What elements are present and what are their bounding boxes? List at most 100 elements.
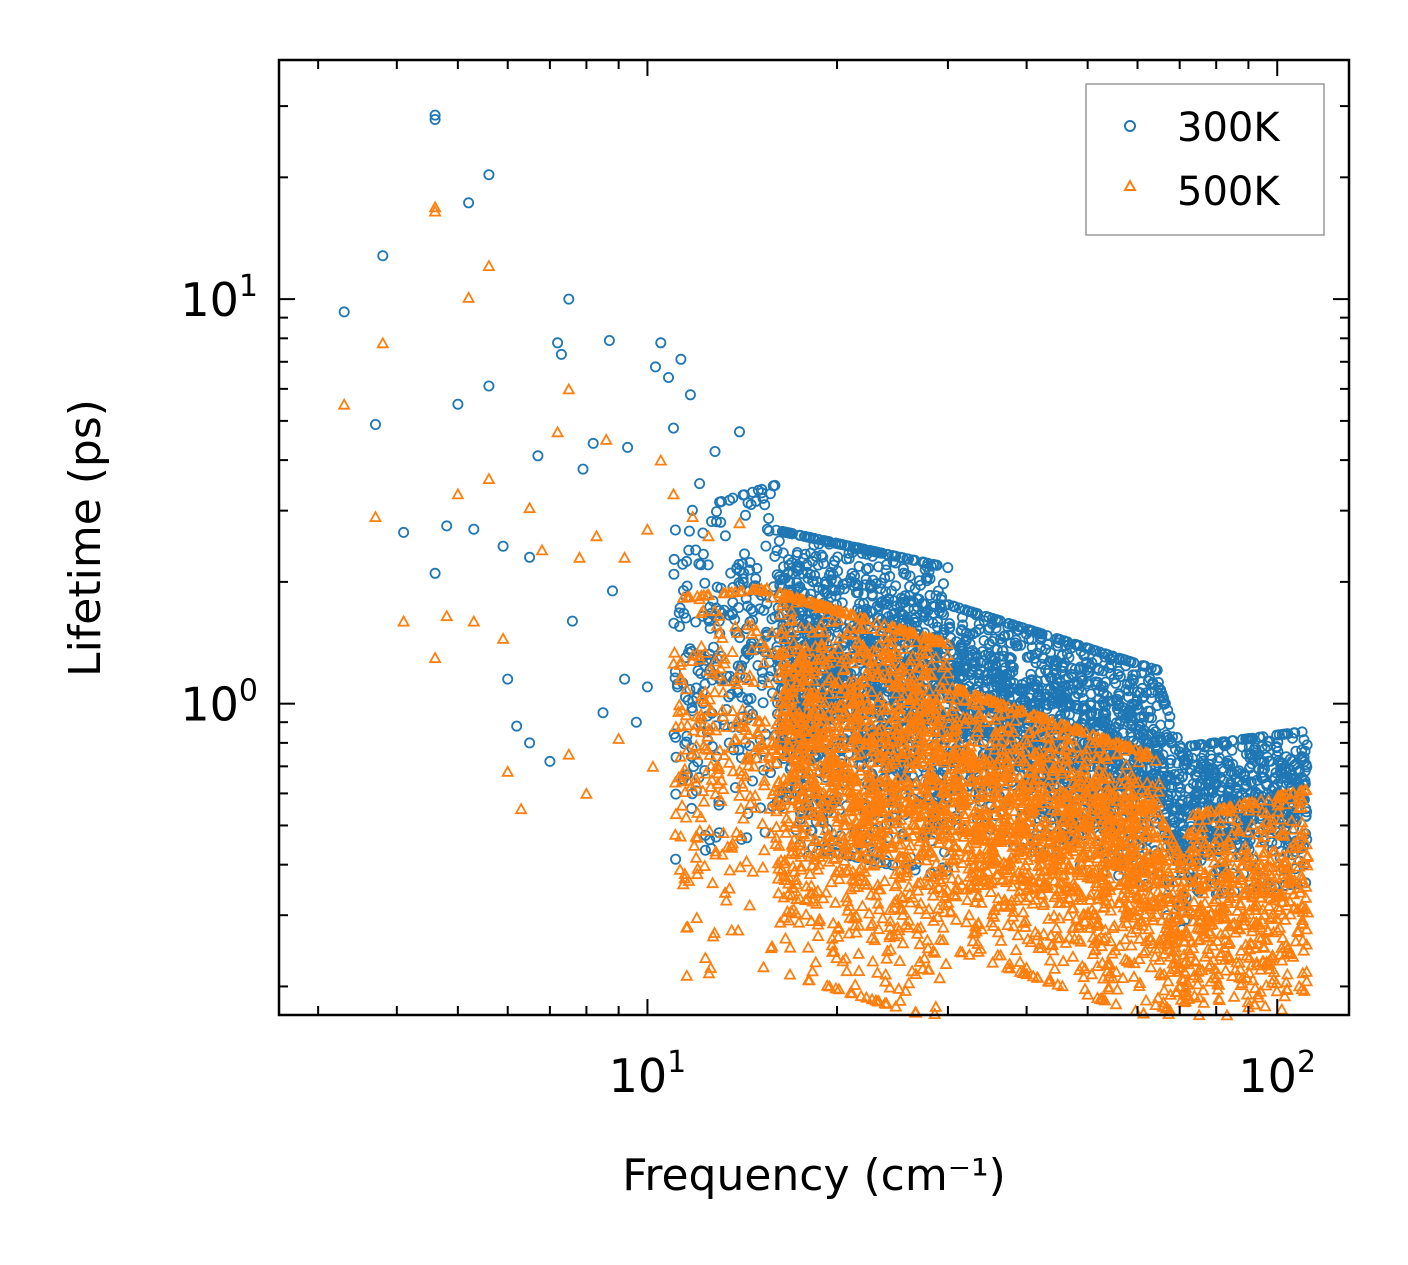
point-500k <box>694 639 708 652</box>
point-300k <box>1113 665 1125 677</box>
point-300k <box>853 560 865 572</box>
point-300k <box>1003 687 1015 699</box>
point-300k <box>934 599 946 611</box>
point-500k <box>690 911 704 923</box>
point-300k <box>1078 710 1090 722</box>
point-300k <box>1120 684 1132 696</box>
point-500k <box>428 651 442 663</box>
point-300k <box>1015 639 1027 651</box>
point-500k <box>680 968 694 981</box>
point-300k <box>463 197 475 209</box>
point-300k <box>805 569 817 581</box>
point-300k <box>990 622 1002 634</box>
point-300k <box>1071 700 1083 712</box>
point-300k <box>813 582 825 594</box>
point-300k <box>1092 676 1104 688</box>
point-300k <box>711 506 723 518</box>
point-300k <box>524 737 536 749</box>
point-500k <box>673 863 687 875</box>
point-300k <box>692 665 704 677</box>
point-300k <box>1087 644 1099 656</box>
point-300k <box>1077 674 1089 686</box>
point-300k <box>771 545 783 557</box>
point-300k <box>1024 624 1036 636</box>
point-300k <box>962 631 974 643</box>
point-300k <box>483 169 495 181</box>
point-300k <box>884 570 896 582</box>
point-300k <box>650 361 662 373</box>
point-500k <box>933 971 947 984</box>
point-300k <box>1138 711 1150 723</box>
point-300k <box>739 653 751 665</box>
point-300k <box>1125 715 1137 727</box>
point-300k <box>724 494 736 506</box>
point-300k <box>699 844 711 856</box>
point-300k <box>686 504 698 516</box>
point-300k <box>901 553 913 565</box>
point-300k <box>993 651 1005 663</box>
point-500k <box>733 860 747 873</box>
point-300k <box>1049 680 1061 692</box>
point-300k <box>952 657 964 669</box>
point-300k <box>1072 677 1084 689</box>
point-500k <box>893 954 907 966</box>
point-500k <box>667 645 682 658</box>
point-500k <box>716 685 730 698</box>
point-500k <box>679 810 693 823</box>
point-500k <box>731 923 745 936</box>
point-300k <box>706 516 718 528</box>
point-300k <box>810 550 822 562</box>
point-300k <box>797 610 809 622</box>
point-300k <box>878 598 890 610</box>
point-300k <box>897 597 909 609</box>
point-300k <box>497 540 509 552</box>
point-300k <box>867 550 879 562</box>
point-300k <box>904 581 916 593</box>
point-300k <box>1037 652 1049 664</box>
point-300k <box>777 526 789 538</box>
point-500k <box>496 632 510 644</box>
point-300k <box>944 618 956 630</box>
point-300k <box>851 542 863 554</box>
point-300k <box>734 426 746 438</box>
point-300k <box>619 673 631 685</box>
point-500k <box>451 487 465 500</box>
point-300k <box>544 755 556 767</box>
point-300k <box>1111 703 1123 715</box>
point-500k <box>612 732 626 744</box>
point-300k <box>675 353 687 365</box>
point-300k <box>999 662 1011 674</box>
point-300k <box>757 697 769 709</box>
point-300k <box>1164 711 1176 723</box>
point-300k <box>742 693 754 705</box>
point-300k <box>1114 671 1126 683</box>
point-300k <box>898 567 910 579</box>
point-300k <box>524 551 536 563</box>
point-300k <box>694 478 706 490</box>
point-300k <box>577 463 589 475</box>
point-300k <box>922 572 934 584</box>
point-500k <box>523 501 537 514</box>
point-500k <box>397 614 411 627</box>
point-300k <box>686 702 698 714</box>
point-500k <box>368 510 383 522</box>
point-300k <box>369 418 381 430</box>
point-300k <box>873 561 885 573</box>
point-300k <box>861 548 873 560</box>
point-300k <box>674 621 686 633</box>
point-500k <box>376 336 390 349</box>
point-300k <box>935 594 947 606</box>
point-500k <box>618 550 632 563</box>
point-300k <box>731 562 743 574</box>
point-300k <box>1126 719 1138 731</box>
point-300k <box>711 581 723 593</box>
series-500k <box>337 200 1315 1021</box>
point-500k <box>866 954 880 967</box>
point-300k <box>741 832 753 844</box>
point-300k <box>1085 699 1097 711</box>
point-300k <box>468 523 480 535</box>
point-300k <box>668 422 680 434</box>
point-500k <box>769 820 783 832</box>
point-300k <box>829 585 841 597</box>
